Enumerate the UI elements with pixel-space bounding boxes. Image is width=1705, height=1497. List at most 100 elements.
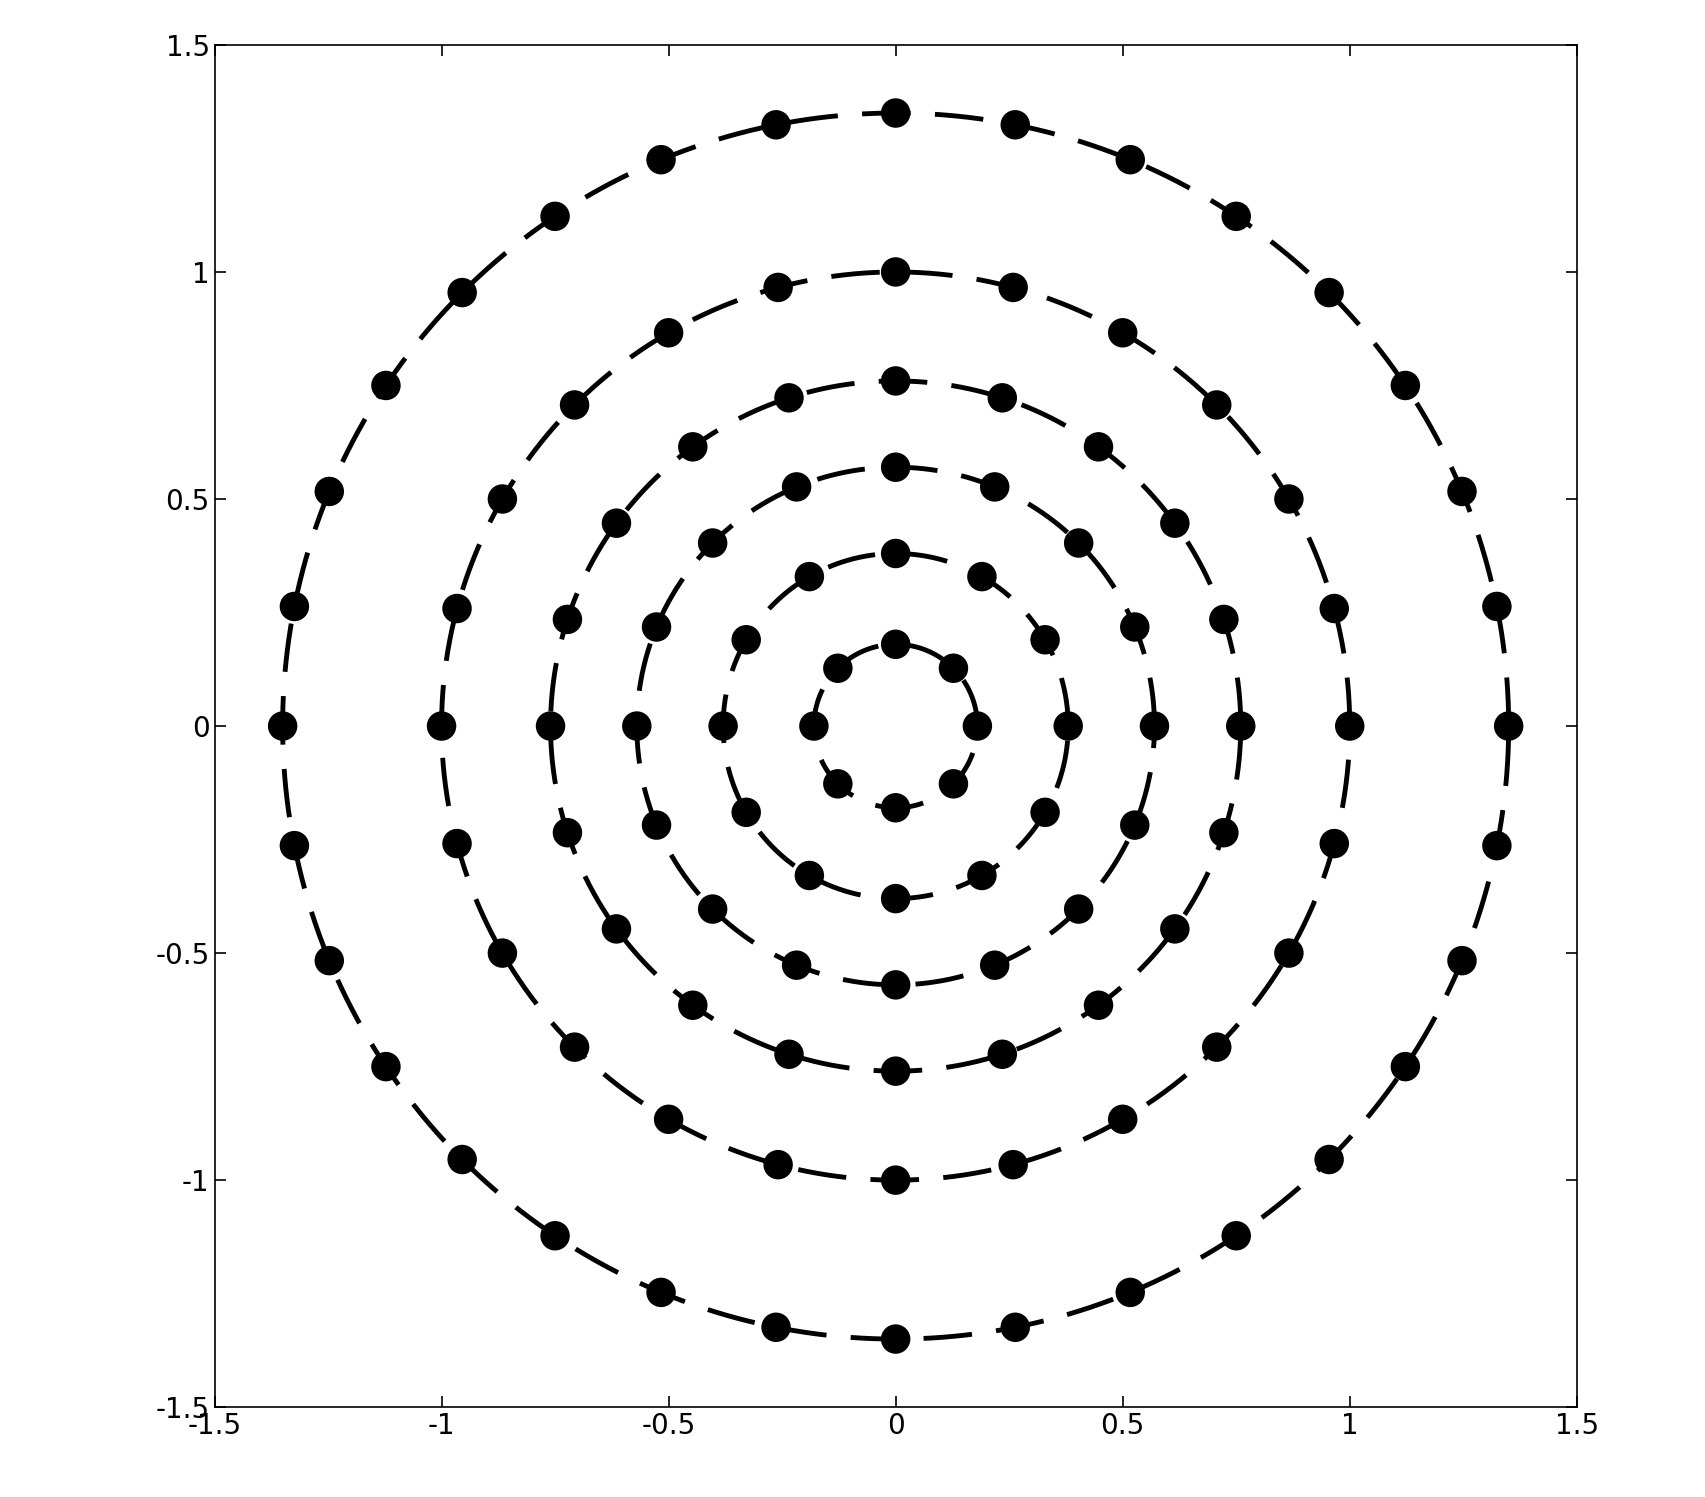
Point (554, 820, 581, 844)
Point (881, 102, 909, 126)
Point (281, 834, 309, 858)
Point (999, 1153, 1026, 1177)
Point (881, 886, 909, 910)
Point (540, 205, 568, 229)
Point (1448, 479, 1475, 503)
Point (372, 373, 399, 397)
Point (443, 596, 471, 620)
Point (1032, 627, 1059, 651)
Point (1001, 1316, 1028, 1340)
Point (281, 594, 309, 618)
Point (443, 832, 471, 856)
Point (1482, 834, 1509, 858)
Point (989, 1042, 1016, 1066)
Point (1202, 1034, 1229, 1058)
Point (774, 386, 801, 410)
Point (881, 260, 909, 284)
Point (315, 949, 343, 973)
Point (602, 918, 629, 942)
Point (699, 531, 726, 555)
Point (655, 1108, 682, 1132)
Point (488, 487, 515, 510)
Point (1054, 714, 1081, 738)
Point (540, 1223, 568, 1247)
Point (731, 801, 759, 825)
Point (1161, 510, 1188, 534)
Point (1064, 531, 1091, 555)
Point (1275, 942, 1303, 966)
Point (679, 994, 706, 1018)
Point (1117, 1280, 1144, 1304)
Point (795, 864, 822, 888)
Point (731, 627, 759, 651)
Point (881, 368, 909, 392)
Point (1084, 434, 1112, 458)
Point (372, 1055, 399, 1079)
Point (655, 320, 682, 344)
Point (783, 954, 810, 978)
Point (709, 714, 737, 738)
Point (764, 275, 791, 299)
Point (800, 714, 827, 738)
Point (1320, 832, 1347, 856)
Point (643, 615, 670, 639)
Point (646, 1280, 673, 1304)
Point (824, 656, 851, 680)
Point (537, 714, 564, 738)
Point (561, 394, 588, 418)
Point (1117, 148, 1144, 172)
Point (1120, 813, 1147, 837)
Point (881, 455, 909, 479)
Point (881, 542, 909, 566)
Point (1084, 994, 1112, 1018)
Point (980, 954, 1008, 978)
Point (428, 714, 455, 738)
Point (762, 112, 789, 136)
Point (881, 796, 909, 820)
Point (1494, 714, 1521, 738)
Point (1032, 801, 1059, 825)
Point (315, 479, 343, 503)
Point (1391, 373, 1419, 397)
Point (1482, 594, 1509, 618)
Point (762, 1316, 789, 1340)
Point (989, 386, 1016, 410)
Point (1315, 280, 1342, 304)
Point (774, 1042, 801, 1066)
Point (881, 973, 909, 997)
Point (980, 475, 1008, 499)
Point (679, 434, 706, 458)
Point (1001, 112, 1028, 136)
Point (1222, 1223, 1250, 1247)
Point (448, 280, 476, 304)
Point (1320, 596, 1347, 620)
Point (699, 897, 726, 921)
Point (764, 1153, 791, 1177)
Point (643, 813, 670, 837)
Point (1108, 1108, 1136, 1132)
Point (1064, 897, 1091, 921)
Point (881, 1168, 909, 1192)
Point (488, 942, 515, 966)
Point (554, 608, 581, 632)
Point (968, 564, 996, 588)
Point (999, 275, 1026, 299)
Point (824, 772, 851, 796)
Point (1202, 394, 1229, 418)
Point (1448, 949, 1475, 973)
Point (939, 772, 967, 796)
Point (881, 1060, 909, 1084)
Point (561, 1034, 588, 1058)
Point (602, 510, 629, 534)
Point (881, 1328, 909, 1350)
Point (939, 656, 967, 680)
Point (448, 1148, 476, 1172)
Point (1209, 820, 1236, 844)
Point (1108, 320, 1136, 344)
Point (269, 714, 297, 738)
Point (646, 148, 673, 172)
Point (1275, 487, 1303, 510)
Point (881, 632, 909, 656)
Point (1315, 1148, 1342, 1172)
Point (1209, 608, 1236, 632)
